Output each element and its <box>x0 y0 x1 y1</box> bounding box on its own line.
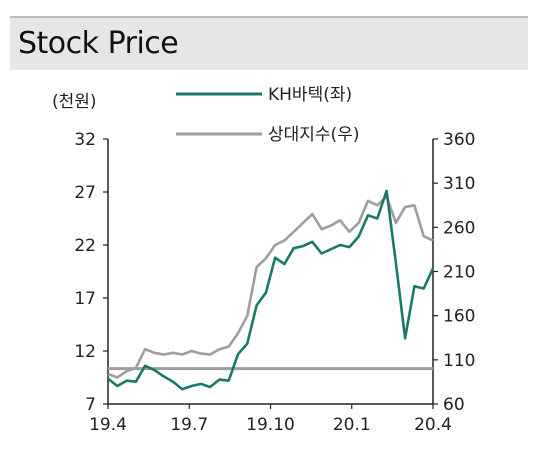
right-tick-label: 310 <box>443 174 475 194</box>
right-tick-label: 110 <box>443 351 475 371</box>
left-tick-label: 32 <box>74 130 96 150</box>
right-tick-label: 60 <box>443 395 465 415</box>
right-tick-label: 160 <box>443 307 475 327</box>
legend-label-relative-index: 상대지수(우) <box>268 125 359 145</box>
legend-label-kh-vatec: KH바텍(좌) <box>268 85 352 105</box>
left-tick-label: 22 <box>74 236 96 256</box>
x-tick-label: 20.4 <box>414 415 452 435</box>
left-tick-label: 27 <box>74 183 96 203</box>
right-tick-label: 210 <box>443 263 475 283</box>
left-tick-label: 7 <box>85 395 96 415</box>
left-tick-label: 17 <box>74 289 96 309</box>
right-tick-label: 260 <box>443 218 475 238</box>
series-line-relative-index <box>107 195 434 379</box>
header-top-rule <box>10 16 528 18</box>
left-tick-label: 12 <box>74 342 96 362</box>
series-line-kh-vatec <box>107 189 435 391</box>
x-tick-label: 20.1 <box>333 415 371 435</box>
page-title: Stock Price <box>18 26 179 61</box>
left-axis-unit: (천원) <box>52 92 97 112</box>
x-tick-label: 19.7 <box>170 415 208 435</box>
x-tick-label: 19.10 <box>246 415 295 435</box>
right-tick-label: 360 <box>443 130 475 150</box>
header-bar: Stock Price <box>10 18 528 70</box>
x-tick-label: 19.4 <box>89 415 127 435</box>
